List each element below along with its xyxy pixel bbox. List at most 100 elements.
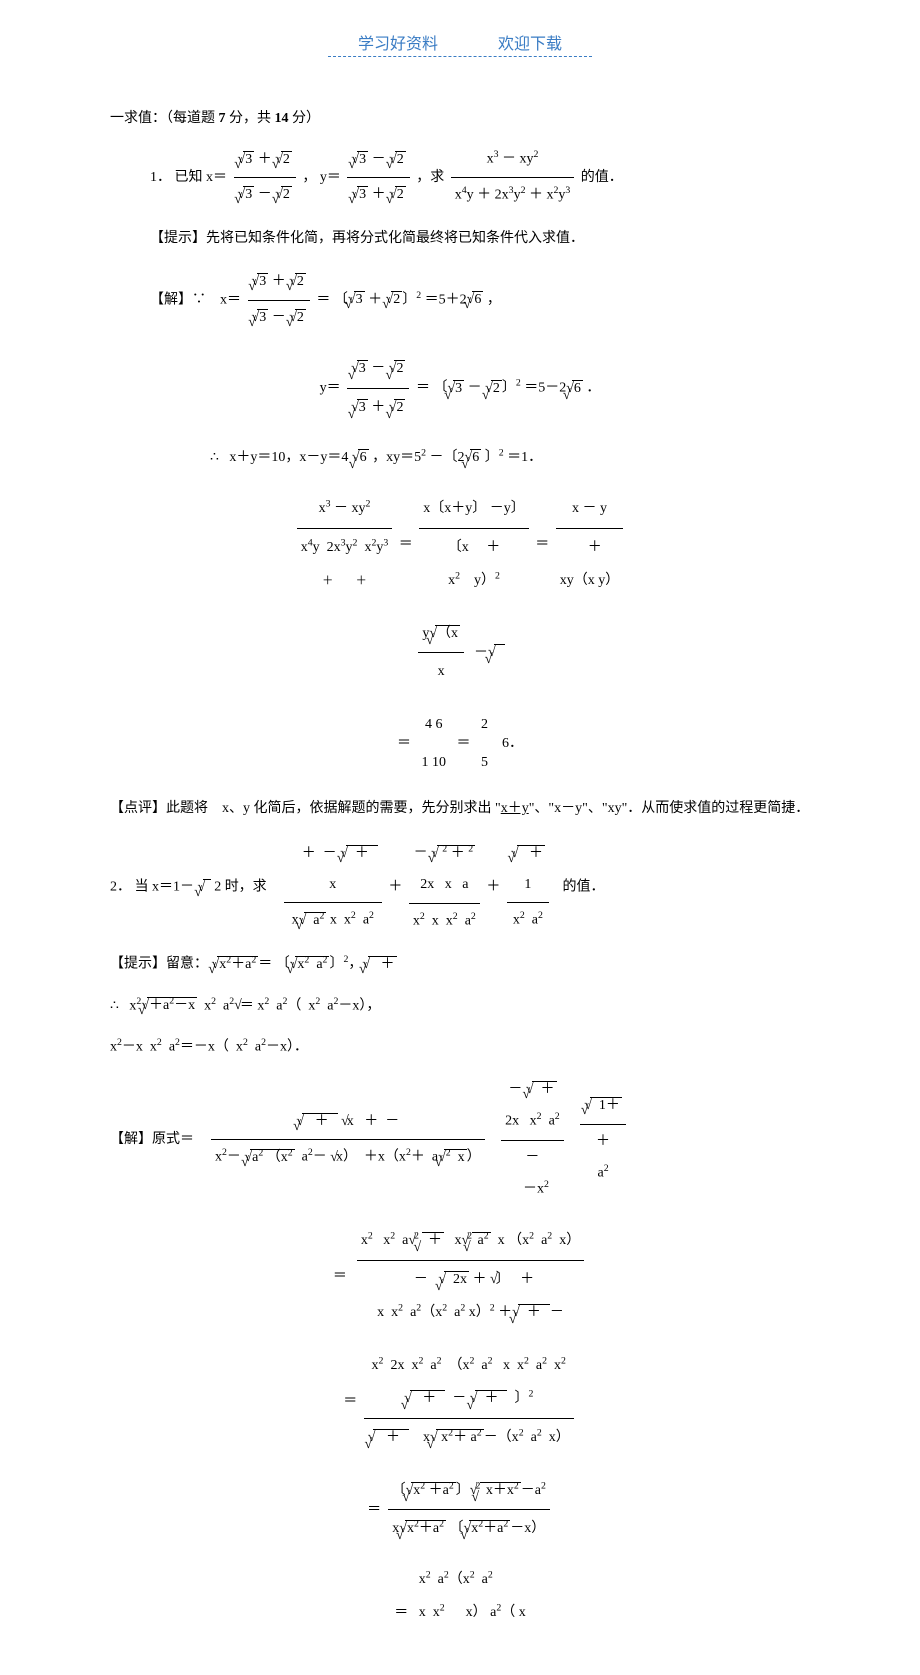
s6c: 6 xyxy=(358,449,369,465)
s6d: 6 xyxy=(470,449,481,465)
hint-text: 先将已知条件化简，再将分式化简最终将已知条件代入求值． xyxy=(206,231,584,246)
sup2d: 2 xyxy=(499,448,504,459)
q1-num: 1． xyxy=(150,170,171,185)
q2-valof: 的值． xyxy=(563,880,605,895)
sqrt2: 2 xyxy=(281,151,292,167)
r5: 5 xyxy=(481,755,488,770)
r1: 1 xyxy=(422,755,429,770)
points-end: 分） xyxy=(292,111,320,126)
sqrt3: 3 xyxy=(243,151,254,167)
q2-step3: ＝ x2 2x x2 a2 （x2 a2 x x2 a2 x2√ ＋ － √ ＋… xyxy=(110,1347,810,1457)
5plus: ＝5＋2 xyxy=(425,292,467,307)
r6: 6 xyxy=(436,717,443,732)
hint-label: 【提示】 xyxy=(150,231,206,246)
final-frac2: 2 5 xyxy=(477,706,492,781)
calc4: 〕 xyxy=(485,450,499,465)
s6a: 6 xyxy=(472,291,483,307)
therefore: ∴ xyxy=(210,450,219,465)
q2-hint-text: 留意： xyxy=(166,957,208,972)
sqrt2b: 2 xyxy=(281,186,292,202)
header-right: 欢迎下载 xyxy=(498,36,562,53)
q1s-frac1: √3 ＋ √2 √3 － √2 xyxy=(248,265,310,336)
page-header: 学习好资料 欢迎下载 xyxy=(0,30,920,57)
sup2b: 2 xyxy=(516,378,521,389)
calc2: ，xy＝5 xyxy=(372,450,421,465)
calc5: ＝1． xyxy=(507,450,542,465)
q1-bigfrac: x3 － xy2 x4y 2x3y2 x2y3＋ ＋ ＝ x〔x＋y〕 －y〕 … xyxy=(110,490,810,600)
section-title: 一求值：（每道题 7 分，共 14 分） xyxy=(110,107,810,127)
q1-final: ＝ 4 6 1 10 ＝ 2 5 6． xyxy=(110,706,810,781)
q2-f2: － √ 2 ＋ 22x x a x2 x x2 a2 xyxy=(409,836,480,939)
q1-xeq: x＝ xyxy=(206,170,227,185)
q2s-f2: － √ ＋2x x2 a2 － －x2 xyxy=(501,1073,564,1207)
points-total: 14 xyxy=(275,111,289,126)
s2g: 2 xyxy=(391,291,402,307)
s3f: 3 xyxy=(257,309,268,325)
q1-sqrt-step: y√（x x －√ xyxy=(110,615,810,691)
s3c: 3 xyxy=(357,151,368,167)
s3d: 3 xyxy=(357,186,368,202)
s2f: 2 xyxy=(295,309,306,325)
q2-hint-label: 【提示】 xyxy=(110,957,166,972)
q2s5-block: x2 a2（x2 a2 x x2 x） a2（ x xyxy=(419,1563,526,1630)
problem-2: 2． 当 x＝1－ √ 2 时，求 ＋ － √ ＋ x x√ a2 x x2 a… xyxy=(110,836,810,939)
q2-two: 2 xyxy=(214,880,221,895)
q1-solve: 【解】∵ x＝ √3 ＋ √2 √3 － √2 ＝ 〔√3 ＋ √2〕2 ＝5＋… xyxy=(110,265,810,336)
q2s-f3: √ 1＋ ＋a2 xyxy=(580,1089,626,1191)
q2-num: 2． xyxy=(110,880,131,895)
q2-step5: ＝ x2 a2（x2 a2 x x2 x） a2（ x xyxy=(110,1563,810,1630)
sqrt-frac: y√（x x xyxy=(418,615,464,691)
comma1: ， xyxy=(302,170,316,185)
q1-valof: 的值． xyxy=(581,170,623,185)
q2-step2: ＝ x2 x2 a√2 ＋ x√2 a2 x （x2 a2 x） － √ 2x … xyxy=(110,1222,810,1332)
sup2a: 2 xyxy=(416,290,421,301)
q2-therefore: ∴ x2√＋a2－x x2 a2√＝ x2 a2（ x2 a2－x）， xyxy=(110,991,810,1022)
header-text: 学习好资料 欢迎下载 xyxy=(328,30,592,57)
q2-hint: 【提示】留意： √x2＋a2＝ 〔√x2 a2〕2，√ ＋ xyxy=(110,949,810,980)
q1-find: ，求 xyxy=(416,170,444,185)
calc1: x＋y＝10，x－y＝4 xyxy=(229,450,348,465)
q1-hint: 【提示】先将已知条件化简，再将分式化简最终将已知条件代入求值． xyxy=(110,224,810,255)
s2e: 2 xyxy=(295,273,306,289)
header-left: 学习好资料 xyxy=(358,36,438,53)
r4: 4 xyxy=(425,717,432,732)
calc3: －〔2 xyxy=(430,450,465,465)
q2-solve: 【解】原式＝ √ ＋ √x ＋ － x2－ √a2 （x2 a2－ √x） ＋x… xyxy=(110,1073,810,1207)
bigfrac-left: x3 － xy2 x4y 2x3y2 x2y3＋ ＋ xyxy=(297,490,393,600)
q2s4-f: 〔√x2 ＋a2〕√2 x＋x2－a2 x√x2＋a2 〔√x2＋a2－x） xyxy=(388,1472,550,1548)
q1s-frac2: √3 － √2 √3 ＋ √2 xyxy=(347,350,409,426)
s2i: 2 xyxy=(394,399,405,415)
q1-frac-y: √3 － √2 √3 ＋ √2 xyxy=(347,143,409,214)
q2-when: 当 xyxy=(135,880,149,895)
comment-xy: x＋y xyxy=(501,801,529,816)
r6b: 6 xyxy=(502,736,509,751)
q1-frac-expr: x3 － xy2 x4y ＋ 2x3y2 ＋ x2y3 xyxy=(451,142,575,214)
comment-text: 此题将 x、y 化简后，依据解题的需要，先分别求出 " xyxy=(166,801,501,816)
s2c: 2 xyxy=(395,151,406,167)
section-label: 一求值：（每道题 xyxy=(110,111,215,126)
points-each: 7 xyxy=(219,111,226,126)
q1-comment: 【点评】此题将 x、y 化简后，依据解题的需要，先分别求出 "x＋y"、"x－y… xyxy=(110,796,810,821)
comment-text2: "、"x－y"、"xy"．从而使求值的过程更简捷． xyxy=(529,801,810,816)
q1-yeq: y＝ xyxy=(320,170,341,185)
q2-f1: ＋ － √ ＋ x x√ a2 x x2 a2 xyxy=(284,837,382,939)
s3j: 3 xyxy=(453,380,464,396)
q2-f3: √ ＋1 x2 a2 xyxy=(507,837,549,939)
q2-xeq: x＝1－ xyxy=(152,880,194,895)
q1-frac-x: √3 ＋ √2 √3 － √2 xyxy=(234,143,296,214)
r2: 2 xyxy=(481,717,488,732)
solve-label: 【解】∵ xyxy=(150,292,206,307)
s3g: 3 xyxy=(354,291,365,307)
q2-solve-label: 【解】原式＝ xyxy=(110,1132,194,1147)
q2-tf: ∴ xyxy=(110,998,119,1013)
s3e: 3 xyxy=(257,273,268,289)
sqrt3b: 3 xyxy=(243,186,254,202)
q2-line2: x2－x x2 a2＝－x（ x2 a2－x）． xyxy=(110,1032,810,1063)
sup2c: 2 xyxy=(421,448,426,459)
s2h: 2 xyxy=(394,360,405,376)
q2s-f1: √ ＋ √x ＋ － x2－ √a2 （x2 a2－ √x） ＋x（x2＋ a√… xyxy=(211,1105,485,1176)
s3i: 3 xyxy=(357,399,368,415)
q2-step4: ＝ 〔√x2 ＋a2〕√2 x＋x2－a2 x√x2＋a2 〔√x2＋a2－x） xyxy=(110,1472,810,1548)
q1-known: 已知 xyxy=(175,170,203,185)
comment-label: 【点评】 xyxy=(110,801,166,816)
